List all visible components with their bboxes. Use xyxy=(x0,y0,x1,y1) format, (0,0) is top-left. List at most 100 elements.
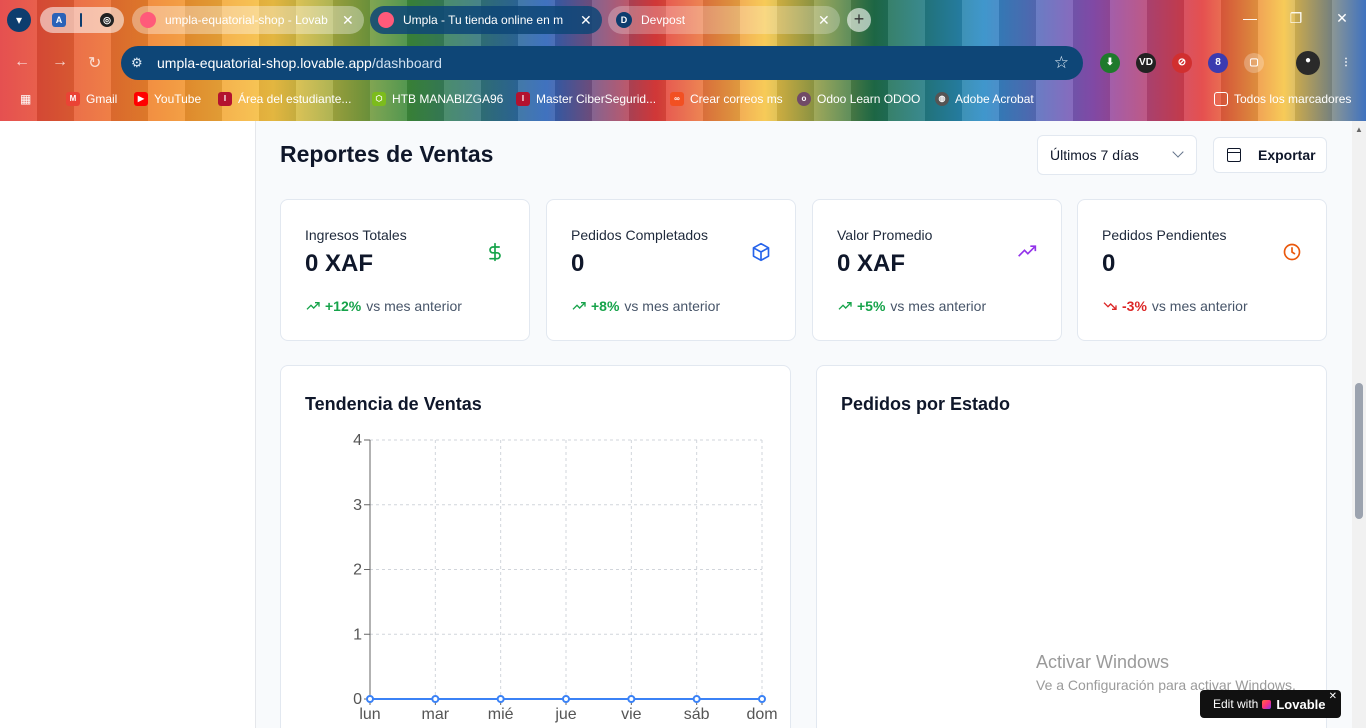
maximize-icon[interactable]: ❐ xyxy=(1289,10,1303,26)
stat-change-suffix: vs mes anterior xyxy=(366,298,462,314)
bookmark-label: YouTube xyxy=(154,92,202,106)
reload-icon[interactable]: ↻ xyxy=(88,55,102,72)
stat-value: 0 xyxy=(571,250,585,277)
browser-menu-icon[interactable]: ⋮ xyxy=(1341,57,1351,68)
stat-label: Pedidos Completados xyxy=(571,227,708,243)
globe-icon: ◍ xyxy=(935,92,949,106)
data-point xyxy=(366,695,374,703)
new-tab-button[interactable]: + xyxy=(847,8,871,32)
download-extension-icon[interactable]: ⬇ xyxy=(1100,53,1120,73)
imf-icon: I xyxy=(516,92,530,106)
watermark-line1: Activar Windows xyxy=(1036,652,1170,672)
all-bookmarks[interactable]: Todos los marcadores xyxy=(1214,92,1351,106)
url-host: umpla-equatorial-shop.lovable.app xyxy=(157,55,372,71)
data-point xyxy=(758,695,766,703)
pinned-tab-ai-icon[interactable]: A xyxy=(52,13,66,27)
stat-label: Ingresos Totales xyxy=(305,227,407,243)
youtube-icon: ▶ xyxy=(134,92,148,106)
date-range-select[interactable]: Últimos 7 días xyxy=(1037,135,1197,175)
bookmark-label: Gmail xyxy=(86,92,118,106)
orders-by-status-panel: Pedidos por Estado xyxy=(816,365,1327,728)
bookmark-mail[interactable]: ∞ Crear correos ms xyxy=(670,92,783,106)
forward-icon[interactable]: → xyxy=(52,53,68,70)
y-tick-label: 2 xyxy=(353,562,362,579)
bookmark-acrobat[interactable]: ◍ Adobe Acrobat xyxy=(935,92,1034,106)
export-button[interactable]: Exportar xyxy=(1213,137,1327,173)
minimize-icon[interactable]: — xyxy=(1243,10,1257,26)
devpost-favicon-icon: D xyxy=(616,12,632,28)
sales-trend-panel: Tendencia de Ventas 0 1 2 3 4 lun mar mié jue vie… xyxy=(280,365,791,728)
bookmark-label: Master CiberSegurid... xyxy=(536,92,657,106)
x-tick-label: dom xyxy=(746,706,777,723)
export-label: Exportar xyxy=(1258,147,1316,163)
stat-trend: +5% vs mes anterior xyxy=(837,298,986,314)
tab-umpla-store[interactable]: Umpla - Tu tienda online en m ✕ xyxy=(370,6,602,34)
y-tick-label: 1 xyxy=(353,626,362,643)
page-scrollbar[interactable]: ▲ xyxy=(1352,121,1366,728)
date-range-value: Últimos 7 días xyxy=(1050,147,1139,163)
bookmark-label: Área del estudiante... xyxy=(238,92,352,106)
odoo-icon: o xyxy=(797,92,811,106)
scroll-up-icon[interactable]: ▲ xyxy=(1355,125,1363,134)
y-tick-label: 4 xyxy=(353,432,362,449)
chevron-down-icon xyxy=(1172,146,1184,158)
data-point xyxy=(627,695,636,703)
stat-change: -3% xyxy=(1122,298,1147,314)
close-icon[interactable]: ✕ xyxy=(1328,691,1337,702)
bookmark-label: Adobe Acrobat xyxy=(955,92,1034,106)
bookmark-label: HTB MANABIZGA96 xyxy=(392,92,504,106)
stat-card-average-value: Valor Promedio 0 XAF +5% vs mes anterior xyxy=(812,199,1062,341)
stat-trend: -3% vs mes anterior xyxy=(1102,298,1248,314)
extensions-menu-icon[interactable]: ▢ xyxy=(1244,53,1264,73)
bookmark-odoo[interactable]: o Odoo Learn ODOO xyxy=(797,92,920,106)
profile-avatar[interactable]: ● xyxy=(1296,51,1320,75)
data-point xyxy=(562,695,570,703)
tab-title: Devpost xyxy=(641,13,686,27)
tab-close-icon[interactable]: ✕ xyxy=(818,11,830,28)
bookmark-student-area[interactable]: I Área del estudiante... xyxy=(218,92,351,106)
edit-with-lovable-badge[interactable]: Edit with Lovable ✕ xyxy=(1200,690,1341,718)
bookmark-label: Crear correos ms xyxy=(690,92,783,106)
ms-icon: ∞ xyxy=(670,92,684,106)
apps-grid-icon[interactable]: ▦ xyxy=(20,92,32,106)
x-tick-label: mié xyxy=(488,706,514,723)
dollar-icon xyxy=(489,242,501,262)
calendar-icon xyxy=(1227,148,1241,162)
stat-value: 0 xyxy=(1102,250,1116,277)
bookmark-star-icon[interactable]: ☆ xyxy=(1053,53,1069,72)
site-settings-icon[interactable]: ⚙ xyxy=(131,55,143,70)
bookmark-youtube[interactable]: ▶ YouTube xyxy=(134,92,201,106)
tab-close-icon[interactable]: ✕ xyxy=(342,11,354,28)
sidebar xyxy=(0,121,256,728)
tab-devpost[interactable]: D Devpost ✕ xyxy=(608,6,840,34)
lovable-heart-icon xyxy=(1262,699,1272,709)
pinned-tab-openai-icon[interactable]: ◎ xyxy=(100,13,114,27)
stat-trend: +8% vs mes anterior xyxy=(571,298,720,314)
bookmark-label: Todos los marcadores xyxy=(1234,92,1352,106)
close-window-icon[interactable]: ✕ xyxy=(1336,10,1348,26)
bookmark-gmail[interactable]: M Gmail xyxy=(66,92,117,106)
back-icon[interactable]: ← xyxy=(14,53,30,70)
tab-search-icon[interactable]: ▾ xyxy=(7,8,31,32)
y-tick-label: 0 xyxy=(353,691,362,708)
watermark-line2: Ve a Configuración para activar Windows. xyxy=(1036,677,1296,693)
address-bar[interactable]: ⚙ umpla-equatorial-shop.lovable.app/dash… xyxy=(121,46,1083,80)
tab-close-icon[interactable]: ✕ xyxy=(580,11,592,28)
bookmark-master[interactable]: I Master CiberSegurid... xyxy=(516,92,656,106)
stat-change-suffix: vs mes anterior xyxy=(624,298,721,314)
stat-card-total-revenue: Ingresos Totales 0 XAF +12% vs mes anter… xyxy=(280,199,530,341)
puzzle-extension-icon[interactable]: 8 xyxy=(1208,53,1228,73)
vd-extension-icon[interactable]: VD xyxy=(1136,53,1156,73)
scrollbar-thumb[interactable] xyxy=(1355,383,1363,519)
folder-icon xyxy=(1214,92,1228,106)
block-extension-icon[interactable]: ⊘ xyxy=(1172,53,1192,73)
tab-umpla-lovable[interactable]: umpla-equatorial-shop - Lovab ✕ xyxy=(132,6,364,34)
badge-brand: Lovable xyxy=(1276,696,1326,712)
url-path: /dashboard xyxy=(371,55,442,71)
windows-activation-watermark: Activar Windows Ve a Configuración para … xyxy=(1036,652,1296,693)
badge-prefix: Edit with xyxy=(1213,697,1259,711)
reports-main: Reportes de Ventas Últimos 7 días Export… xyxy=(257,121,1352,728)
stat-card-pending-orders: Pedidos Pendientes 0 -3% vs mes anterior xyxy=(1077,199,1327,341)
bookmark-htb[interactable]: ⬡ HTB MANABIZGA96 xyxy=(372,92,503,106)
stat-value: 0 XAF xyxy=(305,250,374,277)
